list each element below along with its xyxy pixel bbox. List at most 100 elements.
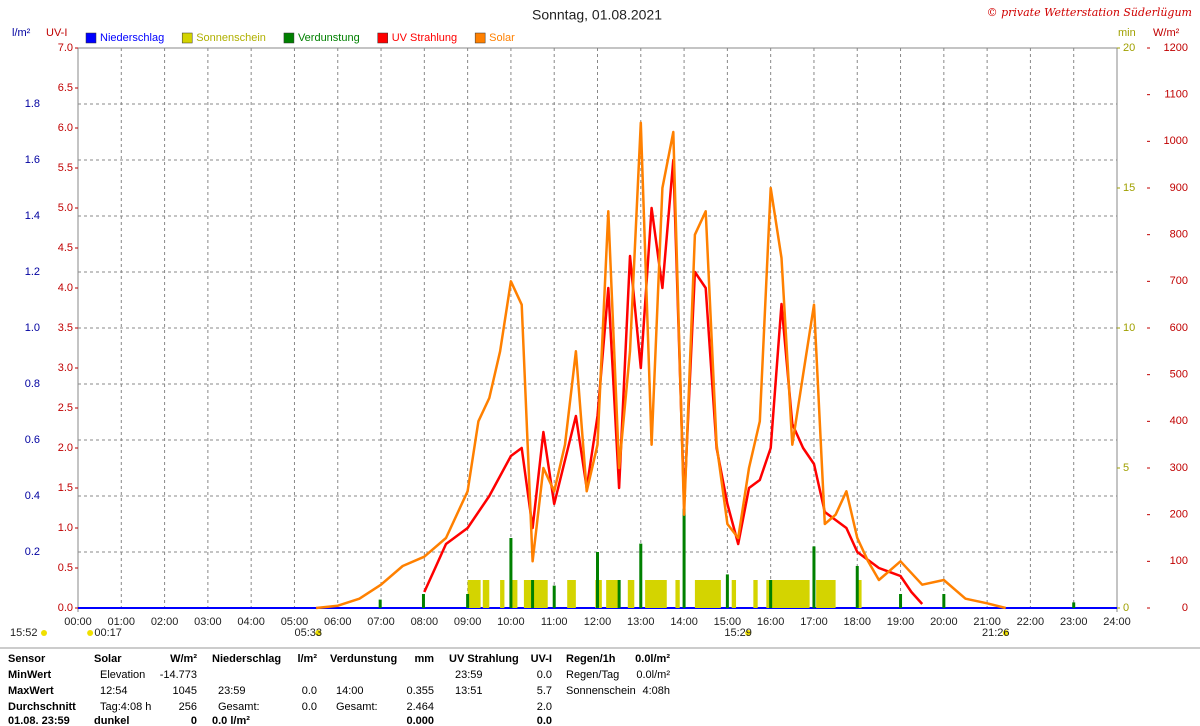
- x-tick-label: 05:00: [281, 616, 309, 628]
- sunshine-bar: [694, 580, 721, 608]
- stats-cell: l/m²: [297, 653, 317, 665]
- sunshine-bar: [567, 580, 576, 608]
- y3-tick-label: 1.8: [25, 98, 40, 110]
- y-tick-label: 0.0: [58, 602, 73, 614]
- stats-cell: Solar: [94, 653, 122, 665]
- stats-cell: 4:08h: [642, 685, 670, 697]
- x-tick-label: 24:00: [1103, 616, 1131, 628]
- stats-cell: UV-I: [531, 653, 552, 665]
- legend-swatch: [181, 32, 193, 44]
- y-tick-label: 4.5: [58, 242, 73, 254]
- stats-cell: 1045: [173, 685, 197, 697]
- y-tick-label: 4.0: [58, 282, 73, 294]
- y2-tick-label: 1100: [1164, 89, 1188, 101]
- y-tick-label: 6.0: [58, 122, 73, 134]
- stats-cell: Tag:4:08 h: [100, 701, 151, 713]
- stats-cell: Durchschnitt: [8, 701, 76, 713]
- stats-cell: Elevation: [100, 669, 145, 681]
- stats-cell: -14.773: [160, 669, 197, 681]
- y2-title: W/m²: [1153, 27, 1180, 39]
- stats-cell: 14:00: [336, 685, 364, 697]
- x-tick-label: 11:00: [541, 616, 568, 628]
- sunshine-bar: [645, 580, 667, 608]
- stats-cell: 0.0: [537, 715, 552, 726]
- sunshine-bar: [606, 580, 620, 608]
- stats-cell: 2.0: [537, 701, 552, 713]
- y-tick-label: 6.5: [58, 82, 73, 94]
- stats-cell: 0.355: [406, 685, 434, 697]
- stats-cell: 12:54: [100, 685, 128, 697]
- x-tick-label: 00:00: [64, 616, 92, 628]
- stats-cell: Sensor: [8, 653, 46, 665]
- x-tick-label: 10:00: [497, 616, 525, 628]
- x-tick-label: 01:00: [108, 616, 136, 628]
- y3-tick-label: 1.0: [25, 322, 40, 334]
- y-tick-label: 3.0: [58, 362, 73, 374]
- x-tick-label: 14:00: [670, 616, 698, 628]
- legend-swatch: [474, 32, 486, 44]
- sun-marker: [87, 630, 94, 636]
- y-tick-label: 2.0: [58, 442, 73, 454]
- stats-cell: 5.7: [537, 685, 552, 697]
- y2-tick-label: 800: [1170, 229, 1188, 241]
- y3-tick-label: 1.6: [25, 154, 40, 166]
- sunshine-bar: [731, 580, 737, 608]
- x-tick-label: 03:00: [194, 616, 222, 628]
- x-tick-label: 21:00: [973, 616, 1001, 628]
- stats-cell: MinWert: [8, 669, 52, 681]
- y-tick-label: 5.5: [58, 162, 73, 174]
- y-tick-label: 5.0: [58, 202, 73, 214]
- sunshine-bar: [627, 580, 635, 608]
- legend-label: Sonnenschein: [196, 32, 266, 44]
- stats-cell: Gesamt:: [218, 701, 260, 713]
- x-tick-label: 04:00: [237, 616, 265, 628]
- annotation: 00:17: [94, 627, 122, 639]
- y-tick-label: 7.0: [58, 42, 73, 54]
- x-tick-label: 20:00: [930, 616, 958, 628]
- y3-tick-label: 0.6: [25, 434, 40, 446]
- y2-tick-label: 100: [1170, 555, 1188, 567]
- sunshine-bar: [482, 580, 490, 608]
- x-tick-label: 19:00: [887, 616, 915, 628]
- sunshine-bar: [857, 580, 862, 608]
- x-tick-label: 18:00: [843, 616, 871, 628]
- y2-tick-label: 600: [1170, 322, 1188, 334]
- stats-cell: MaxWert: [8, 685, 54, 697]
- stats-cell: Verdunstung: [330, 653, 397, 665]
- y-tick-label: 1.5: [58, 482, 73, 494]
- y4-tick-label: 15: [1123, 182, 1135, 194]
- stats-cell: 0.000: [406, 715, 434, 726]
- stats-cell: 0.0: [302, 701, 317, 713]
- y4-tick-label: 10: [1123, 322, 1135, 334]
- y2-tick-label: 700: [1170, 275, 1188, 287]
- y2-tick-label: 1200: [1164, 42, 1188, 54]
- sunshine-bar: [500, 580, 505, 608]
- y-title: UV-I: [46, 27, 67, 39]
- sun-marker: [1002, 630, 1009, 636]
- credit: © private Wetterstation Süderlügum: [987, 6, 1192, 19]
- sunshine-bar: [766, 580, 810, 608]
- sun-marker: [315, 630, 322, 636]
- sun-marker: [41, 630, 47, 636]
- stats-cell: Sonnenschein: [566, 685, 636, 697]
- sunshine-bar: [816, 580, 836, 608]
- legend-label: Niederschlag: [100, 32, 164, 44]
- stats-cell: Regen/1h: [566, 653, 616, 665]
- stats-cell: 0.0: [537, 669, 552, 681]
- sun-marker: [745, 630, 752, 636]
- annotation: 15:52: [10, 627, 38, 639]
- chart-title: Sonntag, 01.08.2021: [532, 7, 662, 23]
- y3-tick-label: 0.8: [25, 378, 40, 390]
- sunshine-bar: [753, 580, 758, 608]
- sunshine-bar: [467, 580, 481, 608]
- x-tick-label: 23:00: [1060, 616, 1088, 628]
- y2-tick-label: 400: [1170, 415, 1188, 427]
- y3-title: l/m²: [12, 27, 31, 39]
- y4-tick-label: 5: [1123, 462, 1129, 474]
- x-tick-label: 13:00: [627, 616, 655, 628]
- y-tick-label: 2.5: [58, 402, 73, 414]
- stats-cell: 256: [179, 701, 197, 713]
- stats-cell: 0.0l/m²: [635, 653, 670, 665]
- stats-cell: 13:51: [455, 685, 483, 697]
- legend-label: Verdunstung: [298, 32, 360, 44]
